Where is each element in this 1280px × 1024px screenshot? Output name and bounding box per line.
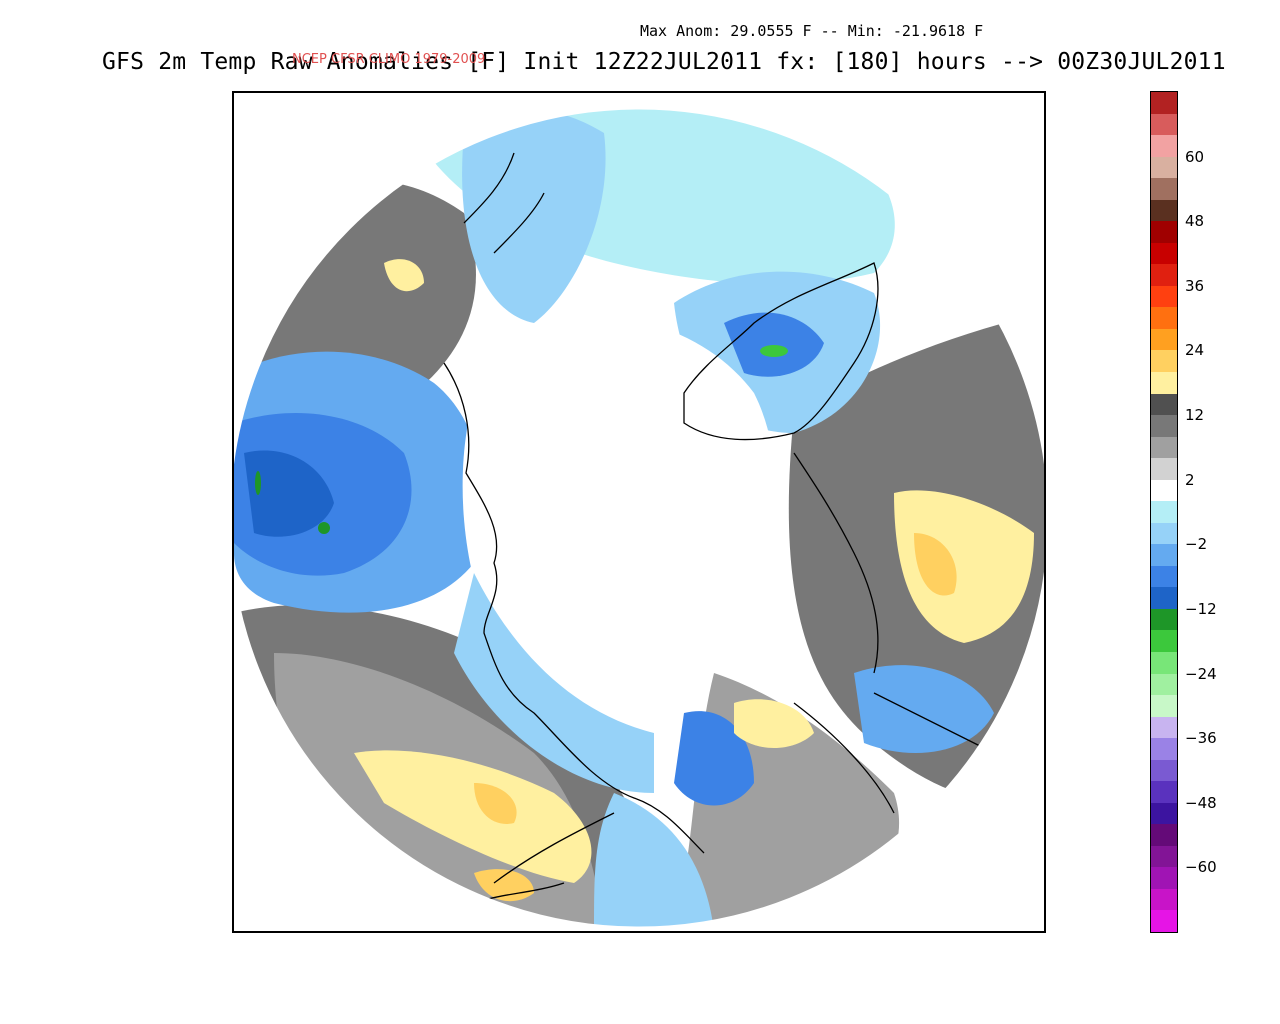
- map-disc-edge: [234, 108, 1044, 928]
- anomaly-region: [760, 345, 788, 357]
- color-scale-swatch: [1151, 285, 1177, 308]
- anomaly-region: [914, 533, 957, 596]
- color-scale-swatch: [1151, 415, 1177, 438]
- color-scale-swatch: [1151, 501, 1177, 524]
- color-scale-swatch: [1151, 156, 1177, 179]
- color-scale-swatch: [1151, 845, 1177, 868]
- climatology-label: NCEP CFSR CLIMO 1979-2009: [292, 52, 486, 67]
- anomaly-region: [454, 573, 654, 793]
- color-scale-swatch: [1151, 802, 1177, 825]
- color-scale-swatch: [1151, 436, 1177, 459]
- color-scale-swatch: [1151, 781, 1177, 804]
- color-scale-label: 48: [1185, 212, 1205, 231]
- color-scale-swatch: [1151, 372, 1177, 395]
- color-scale-label: 36: [1185, 276, 1205, 295]
- color-scale-swatch: [1151, 824, 1177, 847]
- map-panel: [232, 91, 1046, 933]
- anomaly-region: [854, 665, 994, 753]
- color-scale-swatch: [1151, 716, 1177, 739]
- color-scale-label: −60: [1185, 858, 1217, 877]
- anomaly-region: [594, 793, 714, 927]
- color-scale-legend: [1150, 91, 1178, 933]
- anomaly-region: [384, 259, 424, 292]
- color-scale-swatch: [1151, 135, 1177, 158]
- color-scale-label: 60: [1185, 147, 1205, 166]
- color-scale-swatch: [1151, 565, 1177, 588]
- color-scale-swatch: [1151, 328, 1177, 351]
- color-scale-swatch: [1151, 522, 1177, 545]
- color-scale-swatch: [1151, 178, 1177, 201]
- anomaly-region: [462, 318, 775, 684]
- coastlines: [443, 152, 995, 904]
- color-scale-swatch: [1151, 221, 1177, 244]
- anomaly-region: [354, 750, 592, 883]
- color-scale-label: 2: [1185, 470, 1195, 489]
- anomaly-region: [894, 490, 1034, 643]
- color-scale-swatch: [1151, 264, 1177, 287]
- anomaly-region: [734, 699, 814, 748]
- color-scale-swatch: [1151, 630, 1177, 653]
- color-scale-swatch: [1151, 910, 1177, 933]
- color-scale-swatch: [1151, 652, 1177, 675]
- color-scale-swatch: [1151, 307, 1177, 330]
- color-scale-label: −24: [1185, 664, 1217, 683]
- anomaly-region: [462, 110, 606, 323]
- color-scale-swatch: [1151, 242, 1177, 265]
- anomaly-region: [674, 711, 754, 806]
- color-scale-swatch: [1151, 479, 1177, 502]
- color-scale-label: 24: [1185, 341, 1205, 360]
- anomaly-region: [255, 471, 261, 495]
- color-scale-swatch: [1151, 759, 1177, 782]
- anomaly-region: [474, 783, 517, 824]
- color-scale-swatch: [1151, 393, 1177, 416]
- color-scale-swatch: [1151, 695, 1177, 718]
- color-scale-swatch: [1151, 544, 1177, 567]
- color-scale-swatch: [1151, 867, 1177, 890]
- color-scale-swatch: [1151, 199, 1177, 222]
- anomaly-region: [318, 522, 330, 534]
- color-scale-swatch: [1151, 92, 1177, 115]
- color-scale-label: 12: [1185, 406, 1205, 425]
- polar-map: [234, 108, 1044, 928]
- color-scale-swatch: [1151, 738, 1177, 761]
- color-scale-label: −48: [1185, 793, 1217, 812]
- color-scale-swatch: [1151, 673, 1177, 696]
- color-scale-swatch: [1151, 113, 1177, 136]
- anomaly-range-text: Max Anom: 29.0555 F -- Min: -21.9618 F: [640, 22, 984, 40]
- color-scale-swatch: [1151, 888, 1177, 911]
- color-scale-label: −36: [1185, 729, 1217, 748]
- color-scale-swatch: [1151, 608, 1177, 631]
- anomaly-region: [244, 450, 334, 537]
- color-scale-swatch: [1151, 587, 1177, 610]
- color-scale-label: −12: [1185, 599, 1217, 618]
- color-scale-swatch: [1151, 350, 1177, 373]
- figure-title: GFS 2m Temp Raw Anomalies [F] Init 12Z22…: [102, 49, 1226, 75]
- color-scale-label: −2: [1185, 535, 1208, 554]
- color-scale-swatch: [1151, 458, 1177, 481]
